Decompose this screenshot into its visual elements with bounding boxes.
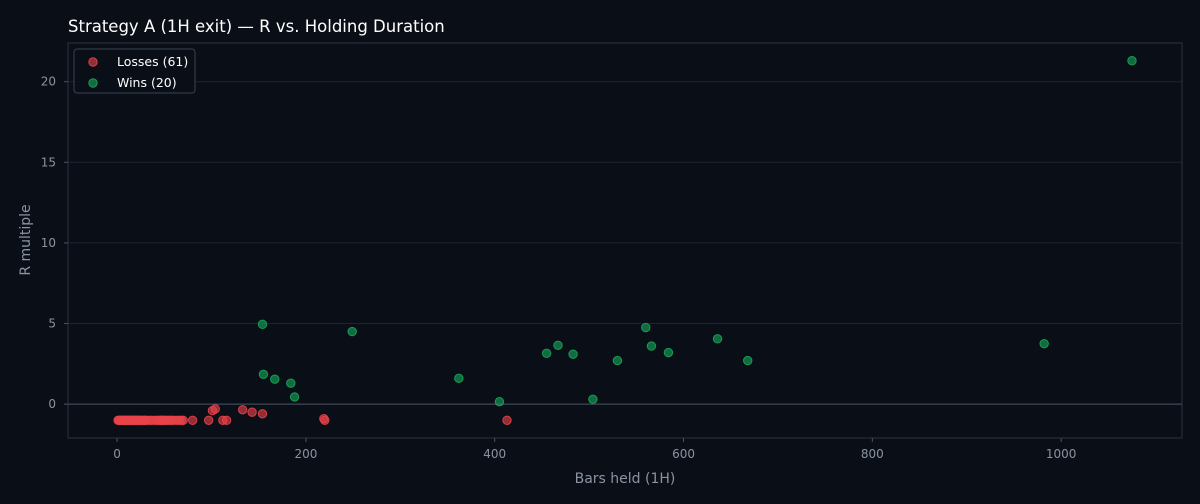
- y-tick-label: 0: [48, 397, 56, 411]
- win-point: [713, 335, 721, 343]
- loss-point: [503, 416, 511, 424]
- win-point: [589, 395, 597, 403]
- y-tick-label: 5: [48, 317, 56, 331]
- win-point: [642, 323, 650, 331]
- loss-point: [238, 406, 246, 414]
- loss-point: [321, 416, 329, 424]
- legend: Losses (61) Wins (20): [74, 49, 195, 93]
- win-point: [554, 341, 562, 349]
- legend-marker: [89, 79, 97, 87]
- loss-point: [222, 416, 230, 424]
- y-axis-label: R multiple: [18, 204, 34, 275]
- win-point: [495, 398, 503, 406]
- x-tick-label: 0: [113, 447, 121, 461]
- win-point: [348, 327, 356, 335]
- loss-point: [179, 416, 187, 424]
- y-tick-label: 15: [41, 155, 56, 169]
- x-tick-label: 200: [294, 447, 317, 461]
- win-point: [455, 374, 463, 382]
- win-point: [542, 349, 550, 357]
- x-tick-label: 800: [861, 447, 884, 461]
- loss-point: [145, 416, 153, 424]
- x-tick-label: 1000: [1046, 447, 1077, 461]
- win-point: [744, 356, 752, 364]
- win-point: [647, 342, 655, 350]
- win-point: [271, 375, 279, 383]
- loss-point: [188, 416, 196, 424]
- y-tick-label: 10: [41, 236, 56, 250]
- x-tick-label: 600: [672, 447, 695, 461]
- win-point: [259, 370, 267, 378]
- chart-title: Strategy A (1H exit) — R vs. Holding Dur…: [68, 17, 445, 36]
- win-point: [258, 320, 266, 328]
- loss-point: [204, 416, 212, 424]
- plot-frame: [68, 43, 1182, 438]
- win-point: [287, 379, 295, 387]
- legend-label: Wins (20): [117, 75, 177, 90]
- y-tick-label: 20: [41, 75, 56, 89]
- x-axis-label: Bars held (1H): [575, 471, 676, 487]
- win-point: [290, 393, 298, 401]
- loss-point: [211, 405, 219, 413]
- x-tick-label: 400: [483, 447, 506, 461]
- loss-point: [248, 408, 256, 416]
- win-point: [569, 350, 577, 358]
- legend-marker: [89, 58, 97, 66]
- loss-point: [258, 410, 266, 418]
- win-point: [1128, 57, 1136, 65]
- win-point: [664, 348, 672, 356]
- legend-label: Losses (61): [117, 54, 188, 69]
- win-point: [1040, 339, 1048, 347]
- data-points: [114, 57, 1136, 425]
- grid-lines: [68, 82, 1182, 404]
- win-point: [613, 356, 621, 364]
